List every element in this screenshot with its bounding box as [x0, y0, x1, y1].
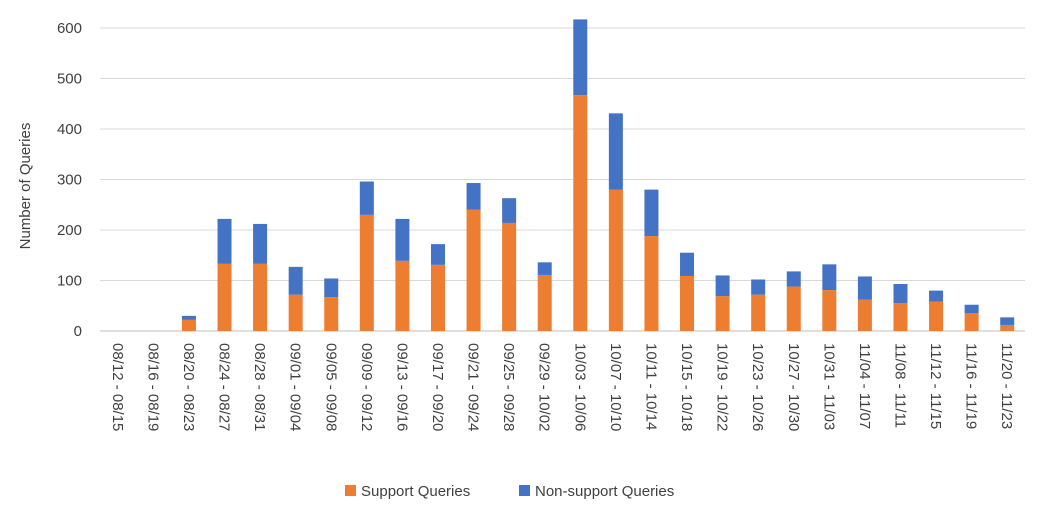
bar-support — [857, 299, 872, 331]
bar-non-support — [786, 271, 801, 287]
x-tick-label: 11/16 - 11/19 — [963, 343, 980, 429]
bar-non-support — [573, 19, 588, 96]
x-tick-label: 10/19 - 10/22 — [714, 343, 731, 431]
x-tick-label: 11/04 - 11/07 — [856, 343, 873, 429]
legend: Support Queries Non-support Queries — [345, 483, 674, 500]
bar-support — [430, 264, 445, 331]
legend-item-support: Support Queries — [345, 483, 470, 500]
bar-support — [359, 214, 374, 331]
y-tick-label: 500 — [57, 71, 82, 88]
bar-non-support — [537, 262, 552, 275]
bar-support — [253, 263, 268, 331]
x-tick-label: 10/11 - 10/14 — [642, 343, 659, 430]
x-tick-label: 09/01 - 09/04 — [287, 343, 304, 431]
x-tick-label: 11/20 - 11/23 — [998, 343, 1015, 429]
bar-support — [181, 319, 196, 331]
y-tick-label: 300 — [57, 172, 82, 189]
bar-non-support — [893, 284, 908, 304]
x-tick-label: 08/28 - 08/31 — [251, 343, 268, 431]
bar-support — [608, 189, 623, 331]
bar-support — [537, 274, 552, 331]
legend-label: Non-support Queries — [535, 483, 674, 500]
bar-non-support — [324, 278, 339, 298]
bar-non-support — [395, 218, 410, 261]
bar-non-support — [857, 276, 872, 300]
bar-support — [324, 297, 339, 331]
y-tick-label: 100 — [57, 273, 82, 290]
x-tick-label: 09/29 - 10/02 — [536, 343, 553, 431]
bar-non-support — [430, 244, 445, 265]
bar-support — [786, 286, 801, 331]
bar-non-support — [502, 198, 517, 223]
bar-support — [822, 290, 837, 331]
bars — [181, 19, 1015, 331]
x-tick-label: 11/12 - 11/15 — [927, 343, 944, 429]
bar-support — [644, 236, 659, 331]
bar-non-support — [217, 218, 232, 264]
bar-support — [893, 303, 908, 331]
y-tick-label: 600 — [57, 20, 82, 37]
bar-non-support — [680, 252, 695, 276]
y-tick-label: 200 — [57, 222, 82, 239]
x-tick-label: 10/15 - 10/18 — [678, 343, 695, 431]
x-tick-label: 11/08 - 11/11 — [891, 343, 908, 428]
x-tick-label: 08/24 - 08/27 — [216, 343, 233, 431]
bar-non-support — [822, 264, 837, 291]
bar-support — [1000, 324, 1015, 331]
bar-support — [680, 275, 695, 331]
bar-non-support — [751, 279, 766, 295]
bar-support — [395, 260, 410, 331]
bar-non-support — [964, 304, 979, 314]
x-tick-label: 10/07 - 10/10 — [607, 343, 624, 431]
y-tick-label: 400 — [57, 121, 82, 138]
bar-non-support — [181, 315, 196, 320]
bar-non-support — [929, 290, 944, 302]
x-tick-label: 09/21 - 09/24 — [465, 343, 482, 431]
x-tick-label: 09/17 - 09/20 — [429, 343, 446, 431]
x-tick-label: 10/27 - 10/30 — [785, 343, 802, 431]
bar-support — [715, 296, 730, 331]
x-tick-label: 10/31 - 11/03 — [820, 343, 837, 430]
y-axis-ticks: 0 100 200 300 400 500 600 — [57, 20, 82, 340]
bar-non-support — [1000, 317, 1015, 325]
bar-support — [573, 95, 588, 331]
legend-swatch — [519, 485, 530, 496]
legend-label: Support Queries — [361, 483, 470, 500]
y-tick-label: 0 — [74, 323, 82, 340]
bar-non-support — [608, 113, 623, 190]
bar-support — [964, 313, 979, 331]
bar-support — [751, 294, 766, 331]
bar-non-support — [253, 223, 268, 264]
bar-support — [466, 209, 481, 331]
bar-non-support — [359, 181, 374, 215]
x-tick-label: 08/16 - 08/19 — [144, 343, 161, 431]
bar-support — [502, 222, 517, 331]
x-tick-label: 08/12 - 08/15 — [109, 343, 126, 431]
x-tick-label: 09/05 - 09/08 — [322, 343, 339, 431]
bar-support — [929, 301, 944, 331]
x-axis-ticks: 08/12 - 08/15 08/16 - 08/19 08/20 - 08/23 0… — [109, 343, 1015, 431]
gridlines — [100, 27, 1025, 332]
legend-item-non-support: Non-support Queries — [519, 483, 674, 500]
y-axis-title: Number of Queries — [17, 123, 34, 250]
x-tick-label: 09/09 - 09/12 — [358, 343, 375, 431]
bar-support — [217, 263, 232, 331]
bar-non-support — [466, 183, 481, 210]
x-tick-label: 09/25 - 09/28 — [500, 343, 517, 431]
x-tick-label: 08/20 - 08/23 — [180, 343, 197, 431]
x-tick-label: 10/23 - 10/26 — [749, 343, 766, 431]
x-tick-label: 09/13 - 09/16 — [393, 343, 410, 431]
bar-non-support — [644, 189, 659, 237]
bar-non-support — [288, 266, 303, 295]
bar-support — [288, 294, 303, 331]
x-tick-label: 10/03 - 10/06 — [571, 343, 588, 431]
legend-swatch — [345, 485, 356, 496]
bar-non-support — [715, 275, 730, 297]
